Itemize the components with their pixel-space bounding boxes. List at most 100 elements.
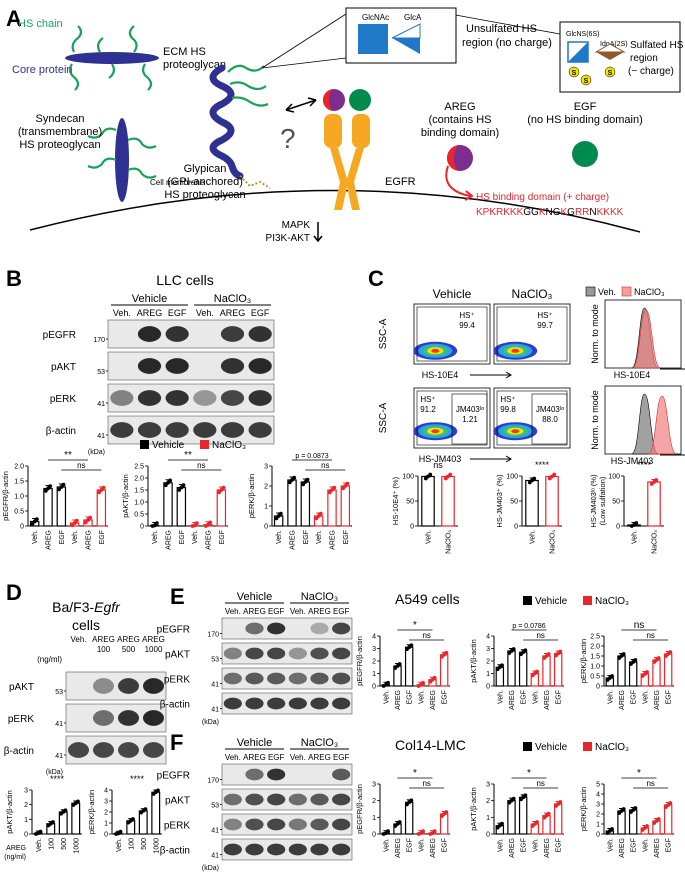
x-tick-label: EGF [666,690,673,704]
data-point [118,829,123,834]
hs-plus-label: HS⁺ [459,311,474,320]
x-tick-label: EGF [556,838,563,852]
data-point [500,821,504,826]
dose-label: 1000 [145,645,163,654]
data-point [305,477,310,482]
data-point [432,675,437,680]
y-tick-label: 1.5 [14,479,24,486]
y-tick-label: 100 [506,474,518,481]
idoa-label: IdoA(2S) [600,41,628,48]
data-point [97,490,102,495]
y-axis-label: pERK/β-actin [247,474,256,518]
blot-row-label: pAKT [165,796,190,807]
x-tick-label: Veh. [316,530,323,544]
bar [553,652,563,687]
blot-band [245,793,264,806]
lane-label: AREG [137,308,163,318]
blot-band [288,843,307,856]
y-tick-label: 0 [372,684,376,691]
blot-band [143,742,164,758]
bar [663,804,673,835]
data-point [621,807,626,811]
glcnac-square [358,24,388,54]
x-axis-label: HS-JM403 [611,456,654,466]
y-tick-label: 2 [372,659,376,666]
blot-band [310,843,329,856]
x-tick-label: 100 [48,838,55,850]
blot-row-label: pEGFR [43,330,76,341]
x-tick-label: 500 [141,838,148,850]
bar [71,802,81,835]
data-point [219,488,224,492]
y-axis-label: pEGFR/β-actin [355,636,364,686]
syndecan-core [115,118,129,202]
bar [421,475,435,527]
data-point [177,488,182,492]
blot-band [118,678,139,694]
blot-band [332,647,351,660]
bar [518,651,528,687]
question-mark: ? [280,123,296,154]
charts-d: 0 1 2 3 pAKT/β-actin Veh. 100 500 1000 **** 0 1 2 3 4 p… [4,774,162,861]
blot-band [68,742,89,758]
glypican-label-2: (GPI-anchored) [167,176,243,188]
areg-label-1: AREG [444,101,475,113]
x-tick-label: AREG [395,690,402,710]
data-point [318,511,323,516]
ecm-hs-chains [68,25,153,91]
x-tick-label: AREG [166,530,173,550]
y-tick-label: 1 [264,504,268,511]
blot-row-label: pERK [164,675,190,686]
blot-band [110,422,134,438]
data-point [511,796,516,801]
syndecan-label-1: Syndecan [36,113,85,125]
mw-label: 41 [211,682,219,689]
ecm-core-protein [65,52,159,64]
pi3k-label: PI3K-AKT [266,233,310,244]
y-tick-label: 0.5 [14,509,24,516]
panel-d-title-2: cells [72,617,100,633]
significance-label: p = 0.0873 [295,453,328,460]
y-tick-label: 2 [596,812,600,819]
ns-label: ns [77,461,85,470]
data-point [421,829,425,834]
norm-label: Norm. to mode [590,390,600,450]
data-point [99,488,104,492]
y-axis-label: pAKT/β-actin [5,790,14,834]
data-point [610,674,614,678]
x-tick-label: AREG [430,838,437,858]
data-point [59,485,64,489]
bar [507,800,516,835]
x-tick-label: AREG [430,690,437,710]
flow-density [431,429,440,434]
data-point [166,480,170,485]
x-tick-label: EGF [407,838,414,852]
panel-letter-a: A [6,6,22,31]
bar [56,486,67,527]
y-tick-label: 2.5 [134,464,144,471]
blot-band [143,710,164,726]
ecm-label-2: proteoglycan [163,59,226,71]
mw-label: 41 [211,707,219,714]
legend-swatch-vehicle [140,440,149,449]
blot-band [193,390,217,406]
blot-band [288,697,307,710]
x-tick-label: Veh. [426,530,433,544]
mw-label: 41 [97,433,105,440]
data-point [101,485,106,490]
blot-band [332,793,351,806]
legend-swatch-vehicle [523,596,532,605]
x-tick-label: AREG [509,838,516,858]
ecm-label-1: ECM HS [163,46,206,58]
x-tick-label: EGF [556,690,563,704]
y-tick-label: 0 [104,832,108,839]
mw-label: 53 [97,369,105,376]
legend-swatch-veh [585,286,596,297]
jm403lo-value: 1.21 [462,415,478,424]
y-tick-label: 2 [486,659,490,666]
blot-strip [107,415,275,445]
mw-label: 41 [211,853,219,860]
y-tick-label: 3 [596,802,600,809]
x-tick-label: Veh. [642,838,649,852]
